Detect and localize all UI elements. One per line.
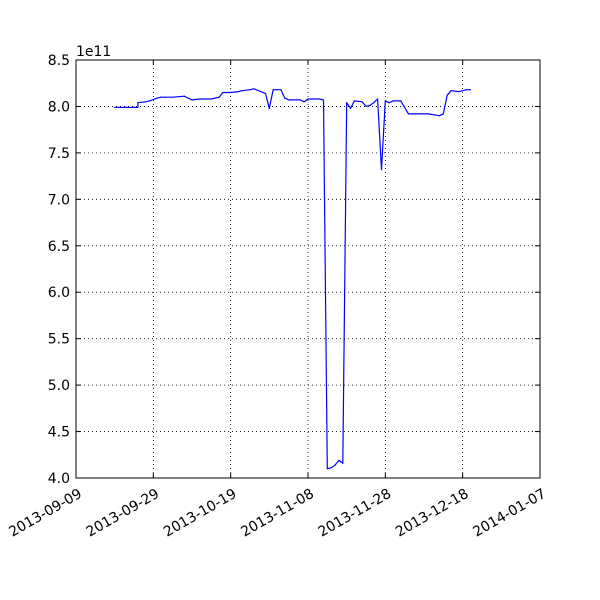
data-point bbox=[319, 98, 321, 100]
data-point bbox=[288, 99, 290, 101]
data-point bbox=[373, 102, 375, 104]
data-point bbox=[164, 96, 166, 98]
data-point bbox=[469, 89, 471, 91]
data-point bbox=[330, 467, 332, 469]
y-tick-label: 8.0 bbox=[48, 99, 70, 115]
data-point bbox=[187, 97, 189, 99]
data-point bbox=[338, 459, 340, 461]
data-point bbox=[114, 106, 116, 108]
data-point bbox=[253, 88, 255, 90]
data-point bbox=[361, 101, 363, 103]
data-point bbox=[191, 99, 193, 101]
data-point bbox=[326, 468, 328, 470]
data-point bbox=[264, 92, 267, 95]
data-point bbox=[237, 90, 239, 93]
data-point bbox=[388, 102, 390, 104]
data-point bbox=[137, 102, 139, 104]
data-point bbox=[322, 99, 325, 101]
y-tick-label: 4.5 bbox=[48, 425, 70, 441]
data-point bbox=[450, 90, 452, 92]
data-point bbox=[365, 105, 367, 108]
data-point bbox=[438, 115, 441, 117]
data-point bbox=[299, 99, 301, 101]
y-tick-label: 5.5 bbox=[48, 332, 70, 348]
data-point bbox=[148, 100, 151, 102]
data-point bbox=[334, 464, 336, 466]
data-point bbox=[145, 101, 147, 103]
y-tick-label: 7.0 bbox=[48, 192, 70, 208]
data-point bbox=[346, 102, 348, 104]
data-point bbox=[303, 101, 305, 103]
series-layer bbox=[114, 88, 471, 470]
data-point bbox=[458, 90, 460, 93]
data-point bbox=[311, 98, 313, 100]
y-tick-label: 8.5 bbox=[48, 53, 70, 69]
data-point bbox=[249, 89, 251, 91]
data-point bbox=[156, 97, 158, 99]
data-point bbox=[384, 100, 386, 102]
data-point bbox=[349, 107, 352, 109]
data-point bbox=[222, 91, 224, 94]
data-point bbox=[400, 100, 402, 102]
y-tick-label: 6.0 bbox=[48, 285, 70, 301]
data-point bbox=[392, 100, 394, 102]
y-offset-label: 1e11 bbox=[76, 44, 111, 60]
data-point bbox=[137, 106, 139, 108]
data-point bbox=[442, 113, 444, 115]
data-point bbox=[210, 98, 212, 100]
data-point bbox=[183, 95, 185, 97]
data-point bbox=[446, 94, 448, 96]
y-tick-label: 4.0 bbox=[48, 471, 70, 487]
y-tick-label: 6.5 bbox=[48, 239, 70, 255]
data-point bbox=[241, 90, 243, 92]
data-point bbox=[226, 91, 228, 94]
data-point bbox=[295, 99, 297, 101]
data-point bbox=[272, 89, 274, 91]
data-point bbox=[199, 98, 201, 100]
data-point bbox=[369, 104, 371, 107]
data-point bbox=[377, 98, 379, 100]
data-point bbox=[280, 89, 282, 91]
series-line bbox=[114, 88, 471, 470]
y-tick-label: 5.0 bbox=[48, 378, 70, 394]
y-tick-label: 7.5 bbox=[48, 146, 70, 162]
data-point bbox=[407, 113, 410, 115]
grid bbox=[76, 60, 540, 478]
data-point bbox=[380, 169, 383, 171]
data-point bbox=[218, 96, 220, 98]
data-point bbox=[268, 107, 270, 109]
data-point bbox=[230, 91, 232, 94]
data-point bbox=[307, 98, 309, 100]
data-point bbox=[276, 89, 278, 91]
data-point bbox=[353, 100, 355, 102]
data-point bbox=[427, 113, 429, 115]
data-point bbox=[415, 113, 417, 115]
data-point bbox=[172, 96, 174, 98]
data-point bbox=[160, 96, 162, 98]
data-point bbox=[465, 89, 468, 91]
data-point bbox=[284, 97, 286, 99]
data-point bbox=[342, 462, 344, 464]
